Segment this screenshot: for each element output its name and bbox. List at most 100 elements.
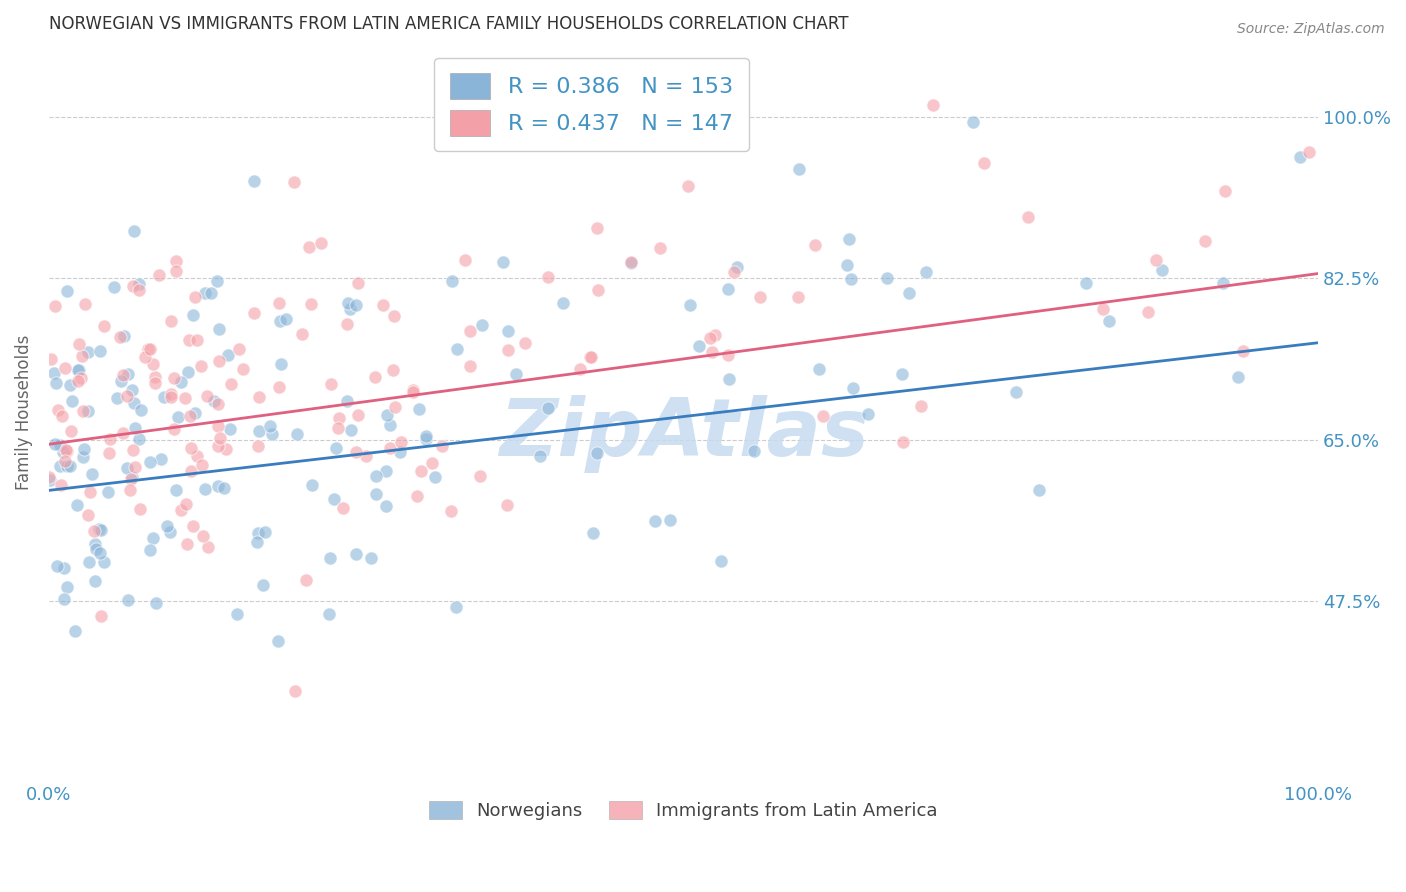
Point: [336, 295, 359, 310]
Point: [259, 419, 281, 434]
Point: [56, 444, 79, 458]
Point: [841, 272, 863, 286]
Point: [186, 333, 208, 347]
Point: [537, 270, 560, 285]
Point: [173, 391, 195, 405]
Point: [807, 361, 830, 376]
Point: [111, 368, 134, 382]
Point: [717, 282, 740, 296]
Point: [915, 265, 938, 279]
Point: [321, 377, 343, 392]
Point: [93, 318, 115, 333]
Point: [217, 349, 239, 363]
Point: [336, 394, 359, 409]
Point: [678, 179, 700, 194]
Point: [650, 241, 672, 255]
Point: [962, 115, 984, 129]
Point: [120, 471, 142, 485]
Point: [498, 325, 520, 339]
Point: [301, 478, 323, 492]
Point: [67, 363, 90, 377]
Point: [207, 396, 229, 410]
Point: [202, 394, 225, 409]
Point: [117, 367, 139, 381]
Point: [167, 410, 190, 425]
Point: [444, 600, 467, 615]
Point: [1212, 276, 1234, 290]
Point: [128, 277, 150, 291]
Point: [891, 434, 914, 449]
Point: [703, 327, 725, 342]
Point: [56, 284, 79, 298]
Text: Source: ZipAtlas.com: Source: ZipAtlas.com: [1237, 22, 1385, 37]
Point: [579, 350, 602, 364]
Point: [378, 418, 401, 433]
Point: [162, 422, 184, 436]
Point: [644, 515, 666, 529]
Point: [89, 546, 111, 560]
Point: [309, 236, 332, 251]
Point: [165, 253, 187, 268]
Point: [335, 317, 357, 331]
Point: [124, 396, 146, 410]
Point: [458, 359, 481, 373]
Point: [1146, 253, 1168, 268]
Point: [179, 409, 201, 423]
Point: [194, 482, 217, 496]
Point: [347, 408, 370, 422]
Point: [128, 432, 150, 446]
Point: [1017, 210, 1039, 224]
Point: [382, 363, 405, 377]
Point: [208, 322, 231, 336]
Point: [787, 290, 810, 304]
Point: [1092, 301, 1115, 316]
Point: [110, 374, 132, 388]
Point: [319, 550, 342, 565]
Point: [115, 460, 138, 475]
Point: [787, 161, 810, 176]
Point: [679, 298, 702, 312]
Point: [122, 224, 145, 238]
Point: [205, 274, 228, 288]
Point: [214, 442, 236, 456]
Point: [145, 369, 167, 384]
Point: [492, 255, 515, 269]
Point: [76, 403, 98, 417]
Point: [152, 391, 174, 405]
Point: [76, 508, 98, 522]
Point: [67, 374, 90, 388]
Point: [582, 525, 605, 540]
Point: [93, 555, 115, 569]
Point: [876, 270, 898, 285]
Point: [105, 391, 128, 405]
Point: [122, 279, 145, 293]
Point: [1298, 145, 1320, 159]
Point: [415, 429, 437, 443]
Point: [897, 286, 920, 301]
Point: [344, 298, 367, 312]
Point: [505, 367, 527, 381]
Point: [346, 276, 368, 290]
Point: [620, 255, 643, 269]
Point: [115, 389, 138, 403]
Point: [375, 465, 398, 479]
Point: [134, 350, 156, 364]
Point: [247, 439, 270, 453]
Point: [748, 290, 770, 304]
Point: [267, 296, 290, 310]
Point: [89, 344, 111, 359]
Point: [723, 264, 745, 278]
Point: [76, 345, 98, 359]
Point: [536, 401, 558, 415]
Point: [72, 450, 94, 465]
Point: [176, 537, 198, 551]
Point: [710, 554, 733, 568]
Point: [325, 441, 347, 455]
Point: [139, 543, 162, 558]
Point: [260, 426, 283, 441]
Y-axis label: Family Households: Family Households: [15, 334, 32, 490]
Point: [252, 578, 274, 592]
Point: [1004, 384, 1026, 399]
Point: [121, 470, 143, 484]
Text: NORWEGIAN VS IMMIGRANTS FROM LATIN AMERICA FAMILY HOUSEHOLDS CORRELATION CHART: NORWEGIAN VS IMMIGRANTS FROM LATIN AMERI…: [49, 15, 848, 33]
